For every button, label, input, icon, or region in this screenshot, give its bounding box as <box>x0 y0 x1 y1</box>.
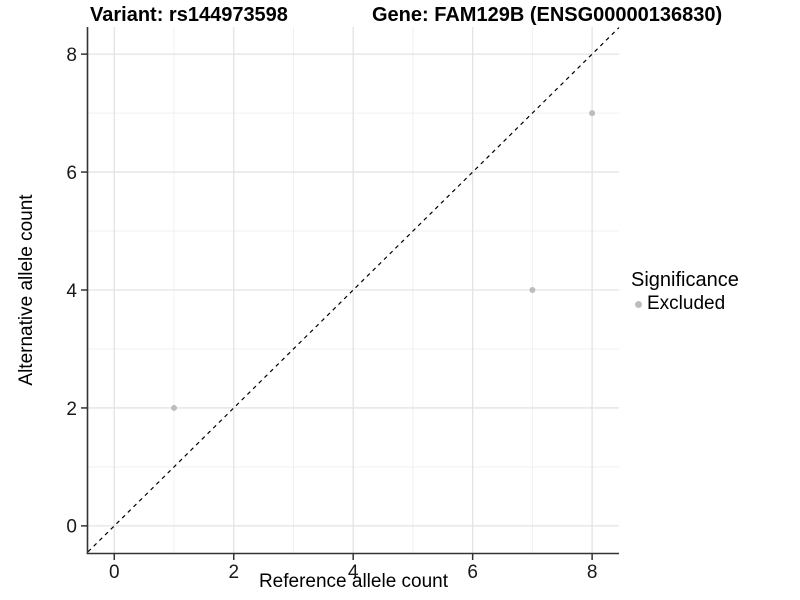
legend-item-label: Excluded <box>647 293 726 314</box>
data-point <box>171 404 178 411</box>
legend-item-excluded: Excluded <box>631 293 739 315</box>
variant-title: Variant: rs144973598 <box>90 4 288 26</box>
gene-title: Gene: FAM129B (ENSG00000136830) <box>372 4 723 26</box>
legend: Significance Excluded <box>631 269 739 315</box>
x-tick-label: 4 <box>348 562 359 583</box>
legend-point-icon <box>635 300 642 308</box>
y-tick-label: 0 <box>66 517 77 538</box>
data-point <box>589 110 596 117</box>
x-tick-label: 2 <box>228 562 239 583</box>
y-tick-label: 4 <box>66 281 77 302</box>
data-point <box>529 287 536 293</box>
y-axis-title: Alternative allele count <box>16 194 37 386</box>
y-tick-label: 8 <box>66 45 77 66</box>
x-tick-label: 0 <box>109 562 120 583</box>
y-tick-label: 6 <box>66 163 77 184</box>
x-tick-label: 6 <box>467 562 478 583</box>
x-tick-label: 8 <box>587 562 598 583</box>
legend-title: Significance <box>631 269 739 291</box>
y-tick-label: 2 <box>66 399 77 420</box>
x-axis-title: Reference allele count <box>258 571 449 592</box>
